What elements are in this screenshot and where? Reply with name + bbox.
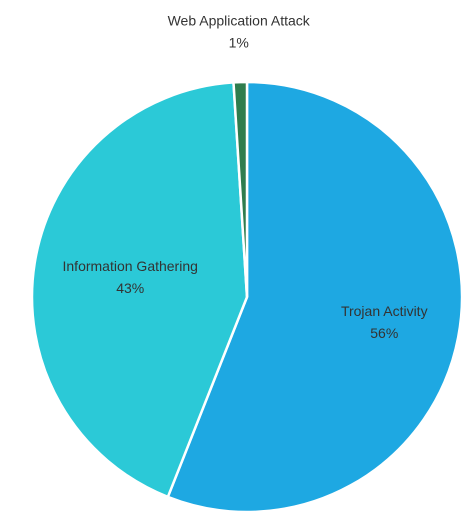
slice-value-label: 43% bbox=[116, 280, 144, 296]
slice-value-label: 56% bbox=[370, 325, 398, 341]
pie-slice bbox=[232, 80, 249, 298]
slice-label: Web Application Attack bbox=[168, 12, 311, 28]
pie-slice bbox=[30, 81, 249, 499]
slice-value-label: 1% bbox=[229, 34, 249, 50]
slice-label: Information Gathering bbox=[63, 258, 198, 274]
slice-label: Trojan Activity bbox=[341, 303, 428, 319]
pie-slice bbox=[166, 80, 464, 514]
